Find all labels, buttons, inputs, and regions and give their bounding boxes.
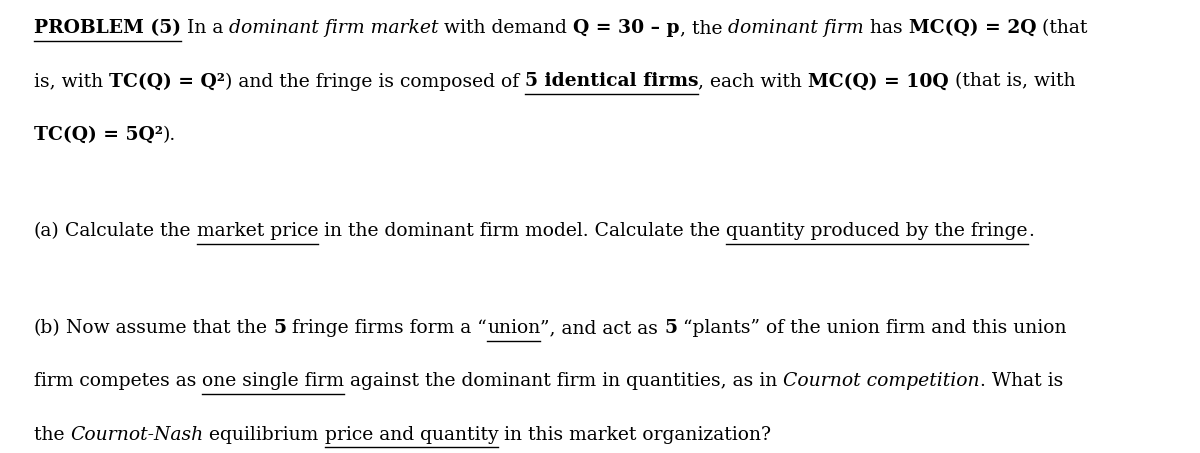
Text: TC(Q) = 5Q²: TC(Q) = 5Q² (34, 126, 163, 144)
Text: , the: , the (680, 19, 728, 37)
Text: in this market organization?: in this market organization? (498, 426, 772, 444)
Text: is, with: is, with (34, 72, 109, 91)
Text: dominant firm: dominant firm (728, 19, 864, 37)
Text: ).: ). (163, 126, 176, 144)
Text: in the dominant firm model. Calculate the: in the dominant firm model. Calculate th… (318, 222, 726, 241)
Text: has: has (864, 19, 908, 37)
Text: (a): (a) (34, 222, 59, 241)
Text: (b): (b) (34, 319, 60, 337)
Text: ) and the fringe is composed of: ) and the fringe is composed of (224, 72, 524, 91)
Text: Cournot-Nash: Cournot-Nash (70, 426, 203, 444)
Text: union: union (487, 319, 540, 337)
Text: Cournot competition: Cournot competition (784, 372, 980, 390)
Text: MC(Q) = 2Q: MC(Q) = 2Q (908, 19, 1036, 37)
Text: with demand: with demand (438, 19, 574, 37)
Text: fringe firms form a “: fringe firms form a “ (287, 319, 487, 337)
Text: quantity produced by the fringe: quantity produced by the fringe (726, 222, 1028, 241)
Text: firm competes as: firm competes as (34, 372, 202, 390)
Text: Calculate the: Calculate the (59, 222, 197, 241)
Text: the: the (34, 426, 70, 444)
Text: equilibrium: equilibrium (203, 426, 324, 444)
Text: , each with: , each with (698, 72, 809, 91)
Text: PROBLEM (5): PROBLEM (5) (34, 19, 180, 37)
Text: Now assume that the: Now assume that the (60, 319, 274, 337)
Text: ”, and act as: ”, and act as (540, 319, 665, 337)
Text: 5: 5 (665, 319, 677, 337)
Text: dominant firm market: dominant firm market (229, 19, 438, 37)
Text: TC(Q) = Q²: TC(Q) = Q² (109, 72, 224, 91)
Text: MC(Q) = 10Q: MC(Q) = 10Q (809, 72, 949, 91)
Text: 5: 5 (274, 319, 287, 337)
Text: 5 identical firms: 5 identical firms (524, 72, 698, 91)
Text: Q = 30 – p: Q = 30 – p (574, 19, 680, 37)
Text: market price: market price (197, 222, 318, 241)
Text: against the dominant firm in quantities, as in: against the dominant firm in quantities,… (344, 372, 784, 390)
Text: price and quantity: price and quantity (324, 426, 498, 444)
Text: .: . (1028, 222, 1034, 241)
Text: one single firm: one single firm (202, 372, 344, 390)
Text: “plants” of the union firm and this union: “plants” of the union firm and this unio… (677, 319, 1067, 337)
Text: In a: In a (180, 19, 229, 37)
Text: (that is, with: (that is, with (949, 72, 1075, 91)
Text: . What is: . What is (980, 372, 1063, 390)
Text: (that: (that (1036, 19, 1087, 37)
